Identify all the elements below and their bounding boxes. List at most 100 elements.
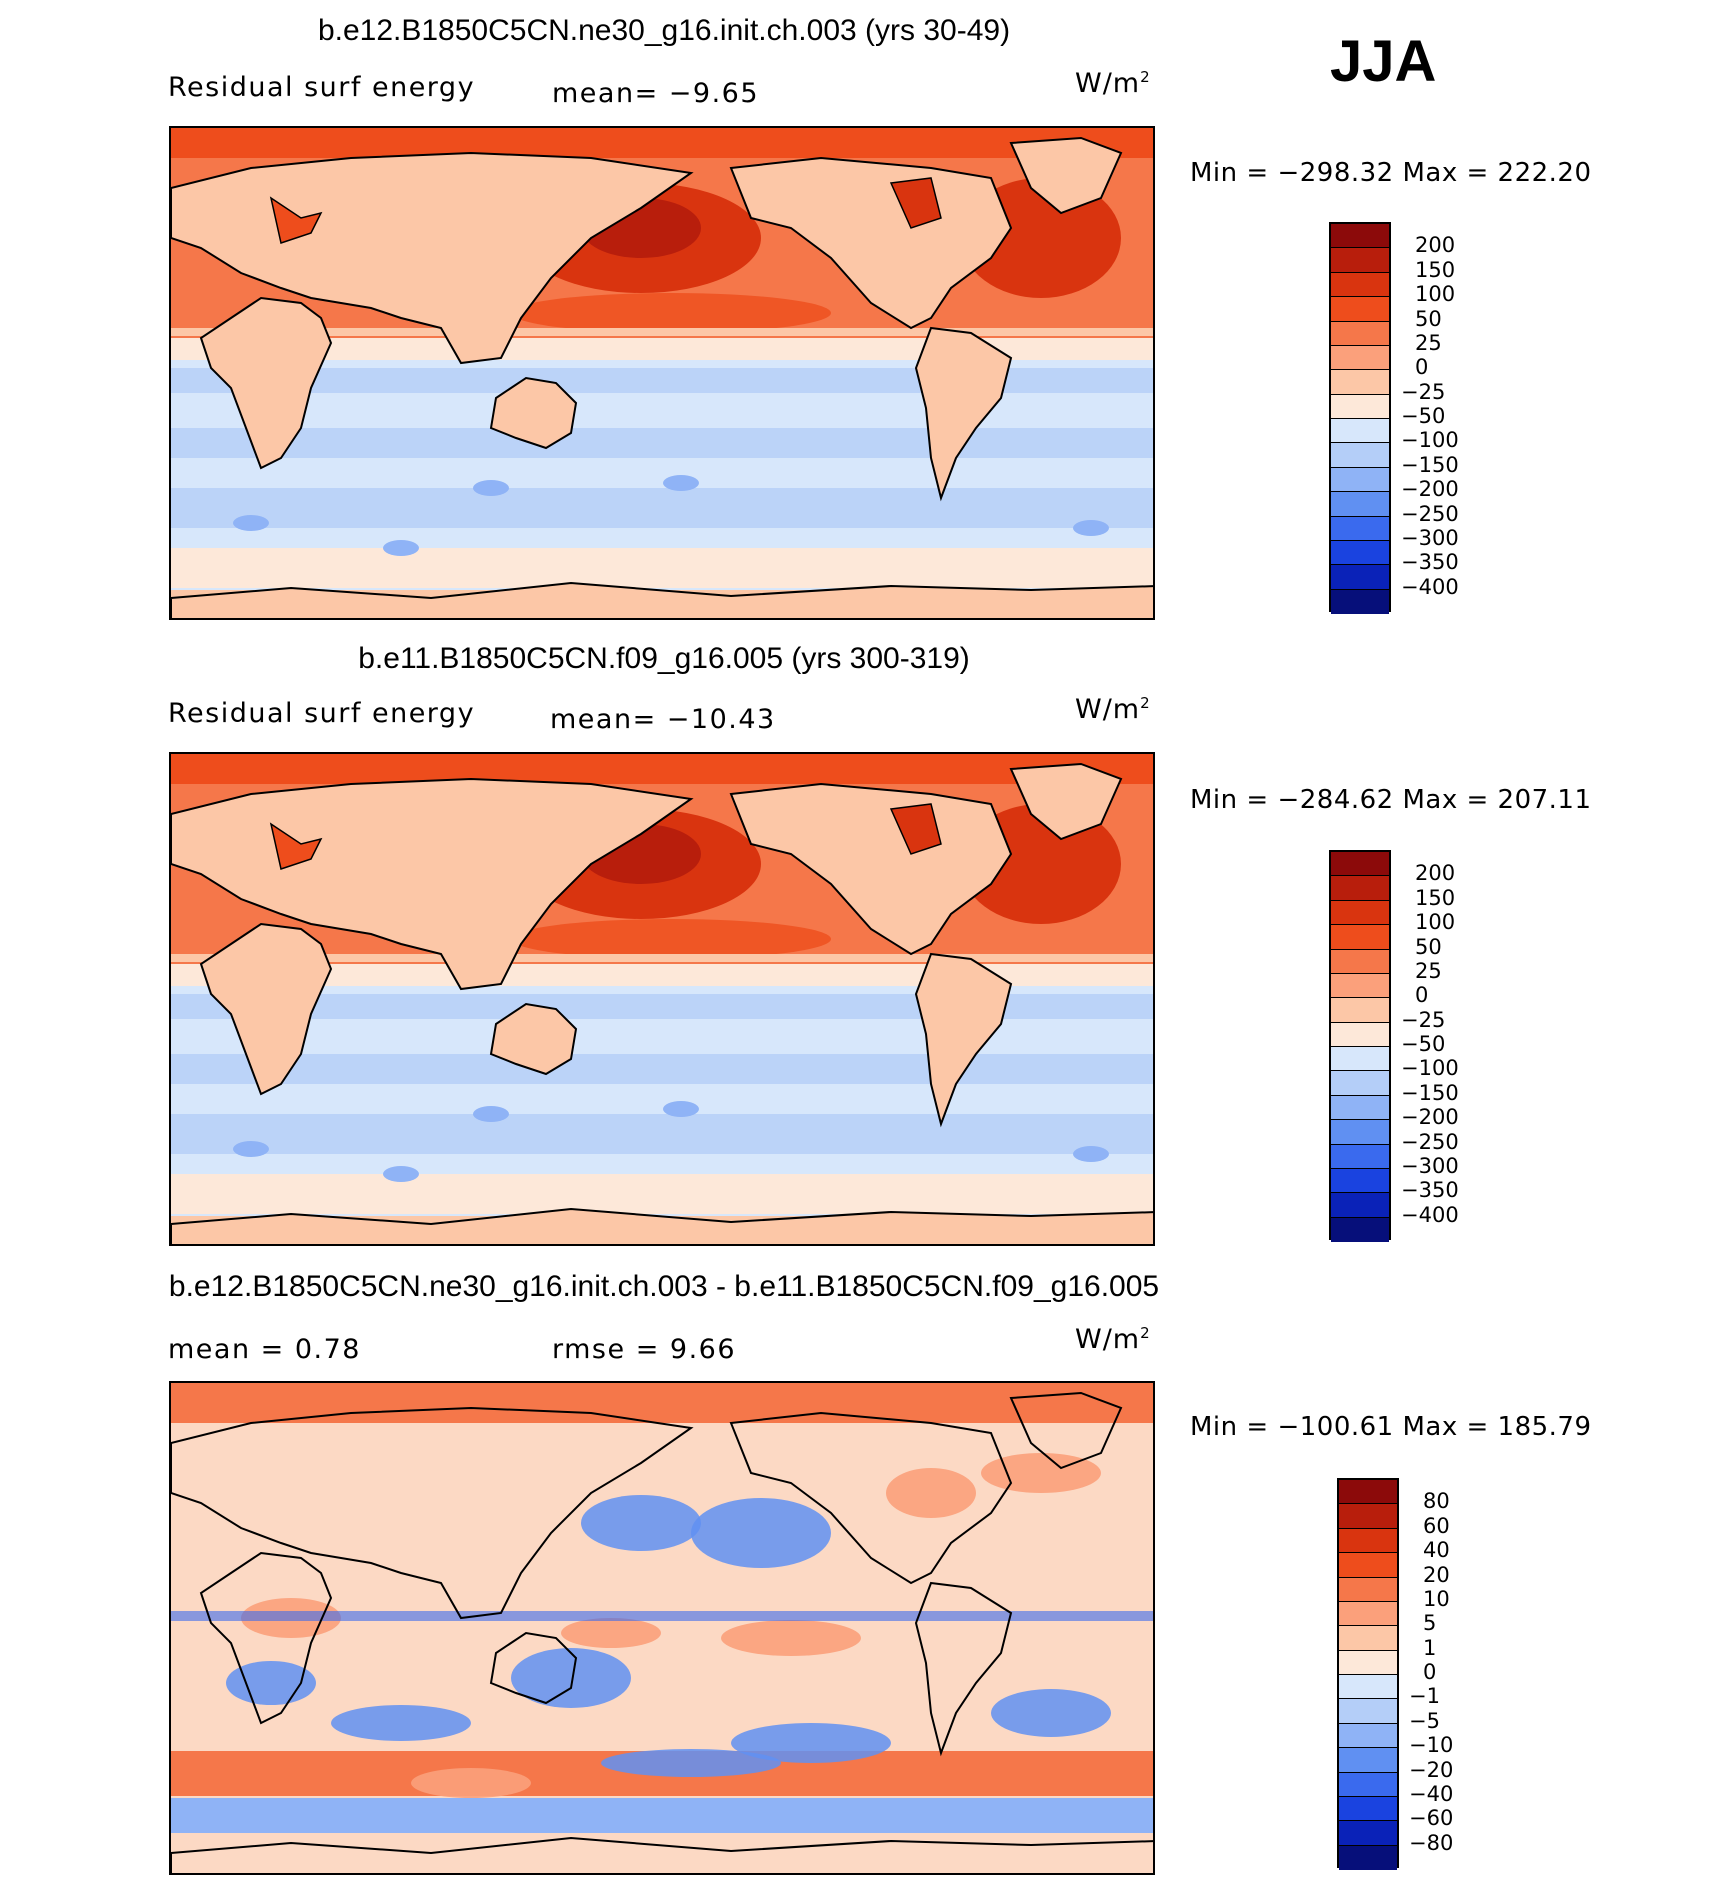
panel-1-title: b.e12.B1850C5CN.ne30_g16.init.ch.003 (yr… bbox=[317, 14, 1011, 47]
colorbar-tick-label: −300 bbox=[1401, 525, 1459, 550]
colorbar-tick-label: 25 bbox=[1415, 958, 1442, 983]
colorbar-tick-label: −150 bbox=[1401, 1080, 1459, 1105]
colorbar-swatch bbox=[1331, 925, 1389, 950]
colorbar-swatch bbox=[1339, 1772, 1397, 1797]
panel-3-units-sup: 2 bbox=[1140, 1324, 1151, 1342]
colorbar-swatch bbox=[1331, 900, 1389, 926]
panel-3-colorbar bbox=[1337, 1478, 1399, 1870]
colorbar-tick-label: 25 bbox=[1415, 330, 1442, 355]
colorbar-tick-label: 100 bbox=[1415, 282, 1456, 307]
panel-1-min-max: Min = −298.32 Max = 222.20 bbox=[1190, 158, 1592, 188]
panel-1-map bbox=[169, 126, 1155, 620]
colorbar-swatch bbox=[1331, 949, 1389, 974]
colorbar-swatch bbox=[1331, 1217, 1389, 1242]
panel-3-min-max: Min = −100.61 Max = 185.79 bbox=[1190, 1412, 1592, 1442]
colorbar-tick-label: −40 bbox=[1409, 1781, 1454, 1806]
colorbar-tick-label: 20 bbox=[1423, 1562, 1450, 1587]
colorbar-tick-label: 10 bbox=[1423, 1586, 1450, 1611]
panel-1-units-sup: 2 bbox=[1140, 68, 1151, 86]
colorbar-swatch bbox=[1331, 1071, 1389, 1096]
colorbar-tick-label: −50 bbox=[1401, 404, 1446, 428]
colorbar-swatch bbox=[1331, 876, 1389, 901]
panel-2-units: W/m2 bbox=[1075, 694, 1151, 725]
colorbar-swatch bbox=[1331, 1168, 1389, 1194]
panel-2-map bbox=[169, 752, 1155, 1246]
colorbar-tick-label: −200 bbox=[1401, 477, 1459, 502]
colorbar-swatch bbox=[1339, 1480, 1397, 1505]
colorbar-swatch bbox=[1331, 998, 1389, 1023]
colorbar-tick-label: −400 bbox=[1401, 1202, 1459, 1227]
colorbar-swatch bbox=[1339, 1748, 1397, 1773]
panel-1-units: W/m2 bbox=[1075, 68, 1151, 99]
colorbar-tick-label: 1 bbox=[1423, 1635, 1437, 1660]
panel-1-map-svg bbox=[171, 128, 1153, 618]
colorbar-swatch bbox=[1339, 1626, 1397, 1651]
colorbar-swatch bbox=[1339, 1577, 1397, 1602]
panel-3-map-svg bbox=[171, 1383, 1153, 1873]
colorbar-tick-label: 50 bbox=[1415, 306, 1442, 331]
colorbar-tick-label: 200 bbox=[1415, 861, 1456, 886]
colorbar-tick-label: −1 bbox=[1409, 1684, 1440, 1709]
panel-2-colorbar bbox=[1329, 850, 1391, 1242]
colorbar-swatch bbox=[1339, 1528, 1397, 1554]
colorbar-swatch bbox=[1339, 1650, 1397, 1675]
panel-3-units: W/m2 bbox=[1075, 1324, 1151, 1355]
colorbar-swatch bbox=[1331, 492, 1389, 517]
colorbar-swatch bbox=[1331, 345, 1389, 371]
colorbar-tick-label: −150 bbox=[1401, 452, 1459, 477]
colorbar-swatch bbox=[1331, 419, 1389, 444]
colorbar-tick-label: 200 bbox=[1415, 233, 1456, 258]
colorbar-tick-label: 40 bbox=[1423, 1538, 1450, 1563]
colorbar-tick-label: −300 bbox=[1401, 1153, 1459, 1178]
colorbar-tick-label: −200 bbox=[1401, 1105, 1459, 1130]
season-label: JJA bbox=[1330, 29, 1437, 94]
colorbar-tick-label: 60 bbox=[1423, 1513, 1450, 1538]
panel-2-variable-label: Residual surf energy bbox=[168, 698, 476, 729]
panel-1-mean-label: mean= −9.65 bbox=[552, 78, 760, 109]
colorbar-tick-label: 150 bbox=[1415, 885, 1456, 910]
colorbar-swatch bbox=[1331, 516, 1389, 541]
colorbar-swatch bbox=[1331, 370, 1389, 395]
colorbar-swatch bbox=[1331, 540, 1389, 566]
colorbar-tick-label: −50 bbox=[1401, 1032, 1446, 1056]
colorbar-swatch bbox=[1331, 589, 1389, 614]
colorbar-tick-label: −100 bbox=[1401, 428, 1459, 453]
colorbar-swatch bbox=[1331, 1193, 1389, 1218]
panel-2-units-text: W/m bbox=[1075, 694, 1141, 725]
colorbar-swatch bbox=[1331, 467, 1389, 493]
colorbar-tick-label: 5 bbox=[1423, 1611, 1437, 1636]
colorbar-tick-label: −250 bbox=[1401, 1129, 1459, 1154]
panel-2-units-sup: 2 bbox=[1140, 694, 1151, 712]
panel-3-units-text: W/m bbox=[1075, 1324, 1141, 1355]
colorbar-swatch bbox=[1339, 1845, 1397, 1870]
colorbar-tick-label: 80 bbox=[1423, 1489, 1450, 1514]
colorbar-swatch bbox=[1331, 1095, 1389, 1121]
panel-1-colorbar bbox=[1329, 222, 1391, 614]
panel-2-mean-label: mean= −10.43 bbox=[550, 704, 776, 735]
colorbar-tick-label: −80 bbox=[1409, 1830, 1454, 1855]
colorbar-tick-label: 0 bbox=[1415, 355, 1429, 380]
colorbar-tick-label: −350 bbox=[1401, 550, 1459, 575]
colorbar-swatch bbox=[1339, 1723, 1397, 1749]
colorbar-swatch bbox=[1339, 1821, 1397, 1846]
panel-1-variable-label: Residual surf energy bbox=[168, 72, 476, 103]
colorbar-tick-label: −60 bbox=[1409, 1806, 1454, 1831]
colorbar-tick-label: −100 bbox=[1401, 1056, 1459, 1081]
colorbar-swatch bbox=[1331, 272, 1389, 298]
colorbar-tick-label: 50 bbox=[1415, 934, 1442, 959]
panel-3-title: b.e12.B1850C5CN.ne30_g16.init.ch.003 - b… bbox=[168, 1270, 1160, 1303]
colorbar-tick-label: −5 bbox=[1409, 1708, 1440, 1733]
colorbar-swatch bbox=[1331, 1022, 1389, 1047]
colorbar-swatch bbox=[1331, 565, 1389, 590]
panel-3-map bbox=[169, 1381, 1155, 1875]
colorbar-tick-label: −10 bbox=[1409, 1733, 1454, 1758]
colorbar-swatch bbox=[1331, 852, 1389, 877]
panel-1-units-text: W/m bbox=[1075, 68, 1141, 99]
colorbar-swatch bbox=[1331, 321, 1389, 346]
colorbar-tick-label: −350 bbox=[1401, 1178, 1459, 1203]
colorbar-swatch bbox=[1339, 1699, 1397, 1724]
colorbar-tick-label: −25 bbox=[1401, 379, 1446, 404]
panel-2-min-max: Min = −284.62 Max = 207.11 bbox=[1190, 785, 1592, 815]
colorbar-swatch bbox=[1331, 1047, 1389, 1072]
colorbar-swatch bbox=[1339, 1796, 1397, 1822]
